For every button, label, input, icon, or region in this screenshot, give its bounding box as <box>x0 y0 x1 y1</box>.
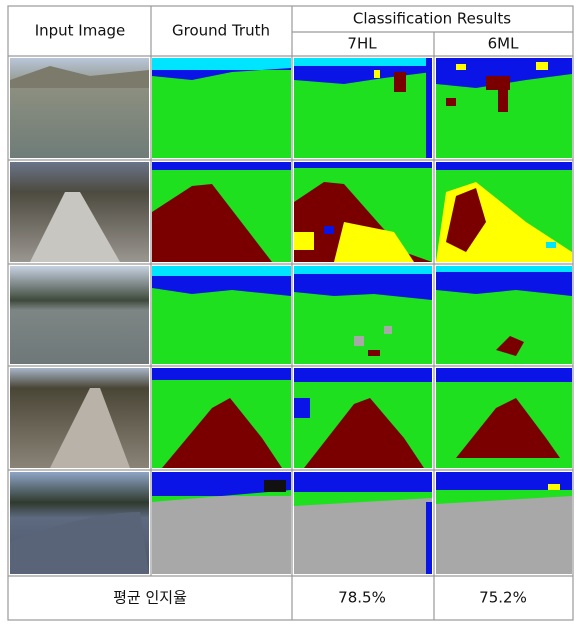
ground-truth-map <box>152 162 291 262</box>
result-map <box>436 368 572 468</box>
ground-truth-map <box>152 266 291 364</box>
input-photo <box>10 368 149 468</box>
header-method: 6ML <box>488 35 519 53</box>
result-map <box>436 266 572 364</box>
figure-table: Input Image Ground Truth Classification … <box>0 0 581 626</box>
result-map <box>436 472 572 574</box>
result-map <box>436 162 572 262</box>
input-photo <box>10 472 149 574</box>
input-photo <box>10 266 149 364</box>
header-method: 7HL <box>347 35 377 53</box>
result-map <box>294 472 432 574</box>
footer-value: 78.5% <box>338 589 386 607</box>
ground-truth-map <box>152 58 291 158</box>
ground-truth-map <box>152 472 291 574</box>
result-map <box>294 368 432 468</box>
input-photo <box>10 58 149 158</box>
header-truth: Ground Truth <box>172 22 270 40</box>
footer-value: 75.2% <box>479 589 527 607</box>
header-results: Classification Results <box>353 10 511 28</box>
ground-truth-map <box>152 368 291 468</box>
result-map <box>294 162 432 262</box>
input-photo <box>10 162 149 262</box>
result-map <box>436 58 572 158</box>
result-map <box>294 58 432 158</box>
header-input: Input Image <box>35 22 126 40</box>
result-map <box>294 266 432 364</box>
footer-label: 평균 인지율 <box>113 589 187 607</box>
